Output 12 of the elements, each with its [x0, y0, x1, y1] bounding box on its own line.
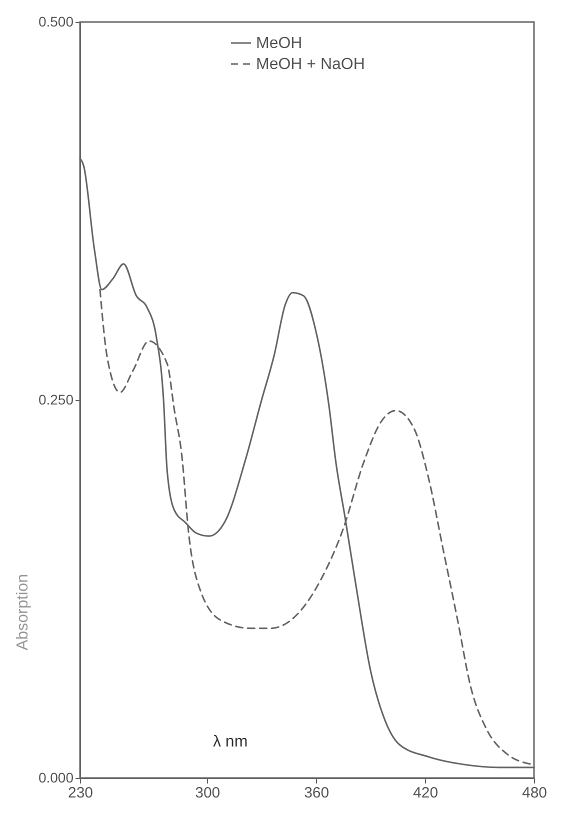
x-axis-title: λ nm: [212, 734, 248, 750]
x-tick-label: 480: [522, 784, 548, 802]
x-tick-label: 360: [304, 784, 330, 802]
x-tick-label: 420: [413, 784, 438, 802]
y-tick-label: 0.500: [38, 14, 74, 30]
legend-label: MeOH: [256, 35, 302, 52]
y-tick-label: 0.250: [38, 392, 74, 408]
x-tick-label: 300: [195, 784, 220, 802]
legend-label: MeOH + NaOH: [256, 56, 365, 73]
x-tick-label: 230: [68, 784, 94, 802]
y-axis-title: Absorption: [14, 574, 32, 650]
y-tick-label: 0.000: [38, 770, 74, 786]
